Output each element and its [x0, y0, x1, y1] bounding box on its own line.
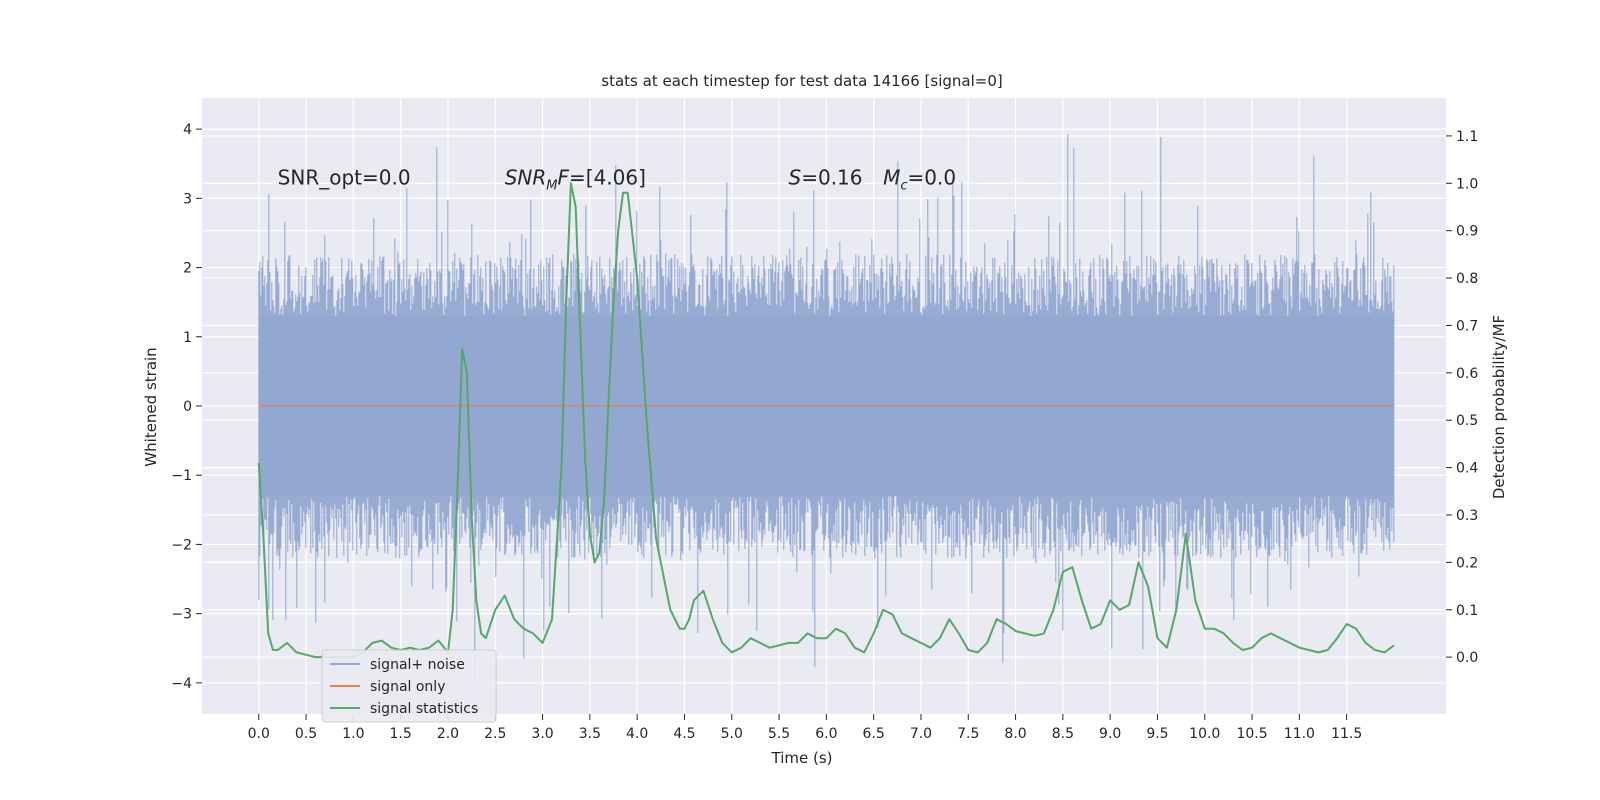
annotation: SNRMF=[4.06] — [505, 166, 646, 194]
y2-tick-label: 0.4 — [1456, 461, 1478, 477]
noise-trace — [258, 134, 1395, 682]
x-tick-label: 0.5 — [295, 726, 317, 742]
y-tick-label: 4 — [183, 122, 192, 138]
y-tick-label: −2 — [171, 537, 192, 553]
x-tick-label: 11.0 — [1284, 726, 1315, 742]
legend: signal+ noise signal only signal statistic… — [321, 649, 497, 723]
y-axis-label: Whitened strain — [142, 347, 160, 466]
y-tick-label: 2 — [183, 261, 192, 277]
x-tick-label: 5.5 — [768, 726, 790, 742]
y2-tick-label: 1.1 — [1456, 129, 1478, 145]
y2-tick-label: 0.8 — [1456, 271, 1478, 287]
x-axis-label: Time (s) — [771, 749, 833, 767]
y-axis-left-ticks: −4 −3 −2 −1 0 1 2 3 4 — [171, 122, 202, 692]
x-tick-label: 6.0 — [815, 726, 837, 742]
y-tick-label: 1 — [183, 330, 192, 346]
x-tick-label: 10.0 — [1189, 726, 1220, 742]
annotation: SNR_opt=0.0 — [278, 166, 411, 190]
x-tick-label: 2.0 — [437, 726, 459, 742]
x-axis-ticks: 0.0 0.5 1.0 1.5 2.0 2.5 3.0 3.5 4.0 4.5 5.0 5.5 6.0 6… — [248, 714, 1362, 742]
y2-tick-label: 0.0 — [1456, 650, 1478, 666]
legend-label: signal statistics — [370, 701, 478, 717]
x-tick-label: 6.5 — [863, 726, 885, 742]
x-tick-label: 3.0 — [531, 726, 553, 742]
x-tick-label: 0.0 — [248, 726, 270, 742]
x-tick-label: 2.5 — [484, 726, 506, 742]
annotation: S=0.16 — [789, 166, 863, 190]
signal-statistics-line — [257, 182, 1395, 659]
y-tick-label: −1 — [171, 468, 192, 484]
x-tick-label: 3.5 — [579, 726, 601, 742]
x-tick-label: 4.0 — [626, 726, 648, 742]
y2-tick-label: 1.0 — [1456, 176, 1478, 192]
y2-tick-label: 0.9 — [1456, 224, 1478, 240]
y2-tick-label: 0.1 — [1456, 603, 1478, 619]
y-tick-label: −4 — [171, 676, 192, 692]
y2-tick-label: 0.2 — [1456, 555, 1478, 571]
y2-tick-label: 0.5 — [1456, 413, 1478, 429]
x-tick-label: 1.0 — [342, 726, 364, 742]
y-axis-right-ticks: 0.0 0.1 0.2 0.3 0.4 0.5 0.6 0.7 0.8 0.9 1.0 1.1 — [1446, 129, 1478, 666]
y2-tick-label: 0.3 — [1456, 508, 1478, 524]
legend-label: signal+ noise — [370, 657, 465, 673]
x-tick-label: 9.0 — [1099, 726, 1121, 742]
signal-statistics-series — [257, 182, 1395, 659]
y-tick-label: 3 — [183, 191, 192, 207]
x-tick-label: 8.0 — [1004, 726, 1026, 742]
y2-axis-label: Detection probability/MF — [1490, 315, 1508, 499]
x-tick-label: 7.0 — [910, 726, 932, 742]
x-tick-label: 10.5 — [1236, 726, 1267, 742]
x-tick-label: 9.5 — [1146, 726, 1168, 742]
x-tick-label: 5.0 — [721, 726, 743, 742]
x-tick-label: 7.5 — [957, 726, 979, 742]
x-tick-label: 1.5 — [390, 726, 412, 742]
chart-title: stats at each timestep for test data 141… — [601, 72, 1002, 90]
annotation: Mc=0.0 — [883, 166, 956, 194]
x-tick-label: 4.5 — [673, 726, 695, 742]
x-tick-label: 11.5 — [1331, 726, 1362, 742]
x-tick-label: 8.5 — [1052, 726, 1074, 742]
y2-tick-label: 0.6 — [1456, 366, 1478, 382]
y2-tick-label: 0.7 — [1456, 318, 1478, 334]
y-tick-label: −3 — [171, 607, 192, 623]
y-tick-label: 0 — [183, 399, 192, 415]
legend-label: signal only — [370, 679, 445, 695]
legend-box — [321, 649, 497, 723]
annotations: SNR_opt=0.0 SNRMF=[4.06] S=0.16 Mc=0.0 — [278, 166, 956, 194]
